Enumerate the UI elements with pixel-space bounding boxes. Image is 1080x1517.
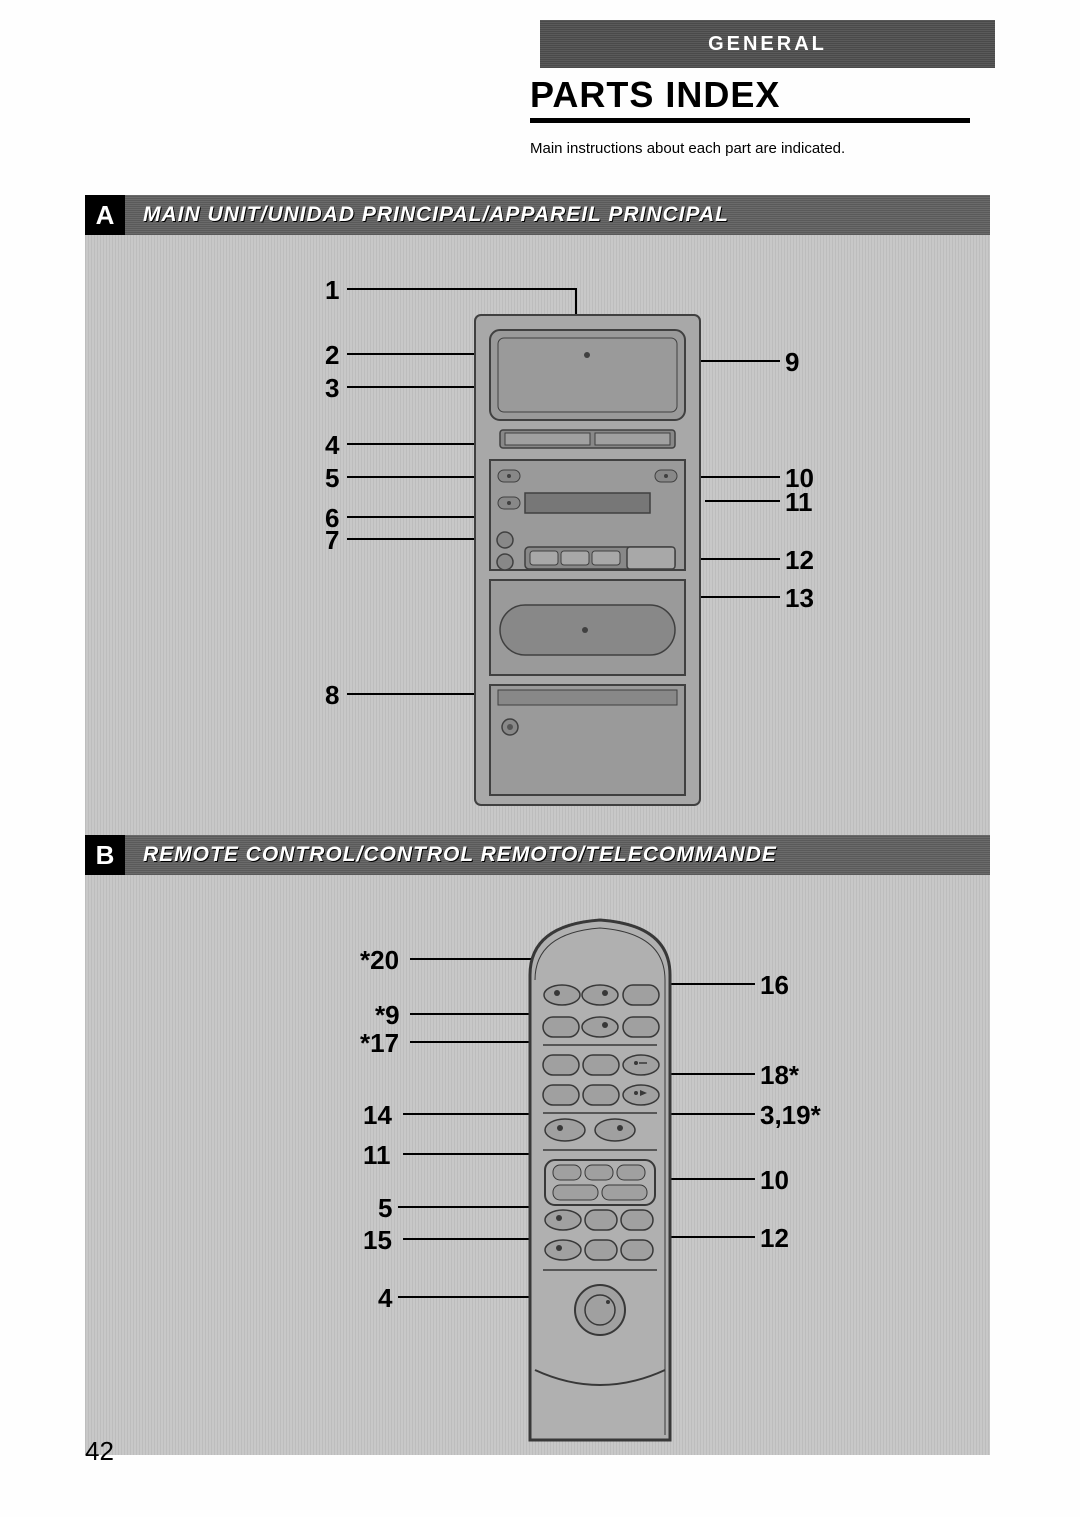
callout-a-12: 12 bbox=[785, 545, 814, 576]
callout-a-4: 4 bbox=[325, 430, 339, 461]
callout-b-20: *20 bbox=[360, 945, 399, 976]
callout-b-18: 18* bbox=[760, 1060, 799, 1091]
page-number: 42 bbox=[85, 1436, 114, 1467]
callout-b-11: 11 bbox=[363, 1140, 391, 1171]
callout-a-13: 13 bbox=[785, 583, 814, 614]
callout-a-3: 3 bbox=[325, 373, 339, 404]
page-title: PARTS INDEX bbox=[530, 74, 970, 116]
callout-b-10: 10 bbox=[760, 1165, 789, 1196]
callout-a-11: 11 bbox=[785, 487, 813, 518]
callout-b-3-19: 3,19* bbox=[760, 1100, 821, 1131]
callout-a-7: 7 bbox=[325, 525, 339, 556]
section-b: B REMOTE CONTROL/CONTROL REMOTO/TELECOMM… bbox=[85, 835, 990, 1455]
section-a-header: A MAIN UNIT/UNIDAD PRINCIPAL/APPAREIL PR… bbox=[85, 195, 990, 235]
callout-b-5: 5 bbox=[378, 1193, 392, 1224]
title-underline bbox=[530, 118, 970, 123]
callout-b-16: 16 bbox=[760, 970, 789, 1001]
callout-a-8: 8 bbox=[325, 680, 339, 711]
callout-b-4: 4 bbox=[378, 1283, 392, 1314]
remote-diagram bbox=[505, 905, 695, 1445]
page: GENERAL PARTS INDEX Main instructions ab… bbox=[0, 0, 1080, 1517]
section-a-letter: A bbox=[85, 195, 125, 235]
callout-b-12: 12 bbox=[760, 1223, 789, 1254]
callout-b-14: 14 bbox=[363, 1100, 392, 1131]
callout-a-1: 1 bbox=[325, 275, 339, 306]
callout-a-9: 9 bbox=[785, 347, 799, 378]
general-tab: GENERAL bbox=[540, 20, 995, 68]
general-tab-label: GENERAL bbox=[708, 33, 827, 56]
section-a: A MAIN UNIT/UNIDAD PRINCIPAL/APPAREIL PR… bbox=[85, 195, 990, 835]
title-block: PARTS INDEX bbox=[530, 74, 970, 123]
page-subtitle: Main instructions about each part are in… bbox=[530, 140, 845, 157]
callout-a-2: 2 bbox=[325, 340, 339, 371]
callout-b-9: *9 bbox=[375, 1000, 400, 1031]
diagram-b: *20 *9 *17 14 11 5 15 4 16 18* 3,19* bbox=[85, 875, 990, 1455]
section-b-title: REMOTE CONTROL/CONTROL REMOTO/TELECOMMAN… bbox=[125, 835, 990, 875]
callout-b-17: *17 bbox=[360, 1028, 399, 1059]
diagram-a: 1 2 3 4 5 6 7 8 9 10 11 1 bbox=[85, 235, 990, 835]
section-a-title: MAIN UNIT/UNIDAD PRINCIPAL/APPAREIL PRIN… bbox=[125, 195, 990, 235]
main-unit-diagram bbox=[465, 285, 710, 815]
callout-a-5: 5 bbox=[325, 463, 339, 494]
section-b-letter: B bbox=[85, 835, 125, 875]
section-b-header: B REMOTE CONTROL/CONTROL REMOTO/TELECOMM… bbox=[85, 835, 990, 875]
callout-b-15: 15 bbox=[363, 1225, 392, 1256]
